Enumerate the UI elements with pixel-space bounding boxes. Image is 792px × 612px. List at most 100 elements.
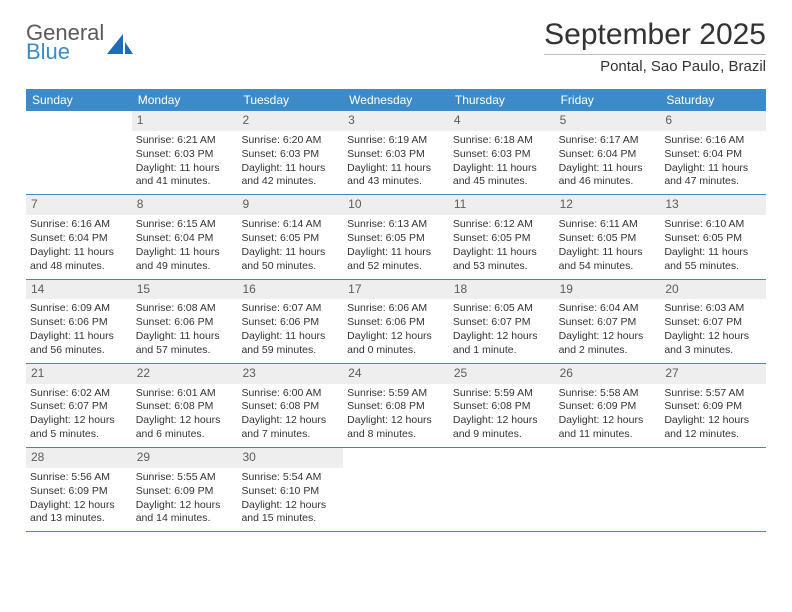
daylight-line: Daylight: 11 hours and 56 minutes. — [30, 330, 128, 358]
sunset-line: Sunset: 6:04 PM — [136, 232, 234, 246]
calendar-cell: 5Sunrise: 6:17 AMSunset: 6:04 PMDaylight… — [555, 111, 661, 194]
calendar-cell: 6Sunrise: 6:16 AMSunset: 6:04 PMDaylight… — [660, 111, 766, 194]
sunrise-line: Sunrise: 6:16 AM — [664, 134, 762, 148]
sunrise-line: Sunrise: 6:00 AM — [241, 387, 339, 401]
day-number: 16 — [237, 280, 343, 300]
sunset-line: Sunset: 6:07 PM — [30, 400, 128, 414]
calendar-cell: 26Sunrise: 5:58 AMSunset: 6:09 PMDayligh… — [555, 364, 661, 447]
day-number: 15 — [132, 280, 238, 300]
sunset-line: Sunset: 6:07 PM — [664, 316, 762, 330]
sunrise-line: Sunrise: 6:15 AM — [136, 218, 234, 232]
sunset-line: Sunset: 6:05 PM — [453, 232, 551, 246]
month-title: September 2025 — [544, 18, 766, 55]
calendar-week: 21Sunrise: 6:02 AMSunset: 6:07 PMDayligh… — [26, 364, 766, 448]
calendar-cell: 22Sunrise: 6:01 AMSunset: 6:08 PMDayligh… — [132, 364, 238, 447]
day-of-week: Wednesday — [343, 89, 449, 111]
sunset-line: Sunset: 6:08 PM — [136, 400, 234, 414]
sunrise-line: Sunrise: 6:14 AM — [241, 218, 339, 232]
day-of-week: Friday — [555, 89, 661, 111]
sunrise-line: Sunrise: 6:05 AM — [453, 302, 551, 316]
sunrise-line: Sunrise: 6:18 AM — [453, 134, 551, 148]
sunset-line: Sunset: 6:05 PM — [559, 232, 657, 246]
calendar-page: General Blue September 2025 Pontal, Sao … — [0, 0, 792, 532]
sunset-line: Sunset: 6:05 PM — [347, 232, 445, 246]
sunset-line: Sunset: 6:09 PM — [136, 485, 234, 499]
sunrise-line: Sunrise: 6:03 AM — [664, 302, 762, 316]
calendar-cell: 30Sunrise: 5:54 AMSunset: 6:10 PMDayligh… — [237, 448, 343, 531]
day-number: 24 — [343, 364, 449, 384]
sunset-line: Sunset: 6:04 PM — [664, 148, 762, 162]
sunrise-line: Sunrise: 6:16 AM — [30, 218, 128, 232]
sunrise-line: Sunrise: 6:21 AM — [136, 134, 234, 148]
calendar-cell: 8Sunrise: 6:15 AMSunset: 6:04 PMDaylight… — [132, 195, 238, 278]
day-number: 3 — [343, 111, 449, 131]
sunrise-line: Sunrise: 6:17 AM — [559, 134, 657, 148]
daylight-line: Daylight: 12 hours and 0 minutes. — [347, 330, 445, 358]
sunrise-line: Sunrise: 5:54 AM — [241, 471, 339, 485]
calendar-cell: 20 Sunrise: 6:03 AMSunset: 6:07 PMDayligh… — [660, 280, 766, 363]
day-number: 6 — [660, 111, 766, 131]
calendar-cell-empty — [660, 448, 766, 531]
sunrise-line: Sunrise: 6:20 AM — [241, 134, 339, 148]
daylight-line: Daylight: 12 hours and 15 minutes. — [241, 499, 339, 527]
sunrise-line: Sunrise: 5:57 AM — [664, 387, 762, 401]
day-number: 20 — [660, 280, 766, 300]
sunset-line: Sunset: 6:06 PM — [241, 316, 339, 330]
calendar-cell: 14Sunrise: 6:09 AMSunset: 6:06 PMDayligh… — [26, 280, 132, 363]
calendar-body: 1Sunrise: 6:21 AMSunset: 6:03 PMDaylight… — [26, 111, 766, 532]
day-number: 29 — [132, 448, 238, 468]
daylight-line: Daylight: 12 hours and 13 minutes. — [30, 499, 128, 527]
daylight-line: Daylight: 12 hours and 3 minutes. — [664, 330, 762, 358]
sunset-line: Sunset: 6:10 PM — [241, 485, 339, 499]
sunset-line: Sunset: 6:09 PM — [30, 485, 128, 499]
calendar-cell: 27Sunrise: 5:57 AMSunset: 6:09 PMDayligh… — [660, 364, 766, 447]
calendar-cell: 12Sunrise: 6:11 AMSunset: 6:05 PMDayligh… — [555, 195, 661, 278]
daylight-line: Daylight: 11 hours and 52 minutes. — [347, 246, 445, 274]
sunrise-line: Sunrise: 6:08 AM — [136, 302, 234, 316]
sunrise-line: Sunrise: 6:07 AM — [241, 302, 339, 316]
sunset-line: Sunset: 6:08 PM — [241, 400, 339, 414]
sunrise-line: Sunrise: 5:56 AM — [30, 471, 128, 485]
day-number: 11 — [449, 195, 555, 215]
sunset-line: Sunset: 6:09 PM — [559, 400, 657, 414]
calendar-cell: 3Sunrise: 6:19 AMSunset: 6:03 PMDaylight… — [343, 111, 449, 194]
day-number: 18 — [449, 280, 555, 300]
location: Pontal, Sao Paulo, Brazil — [544, 58, 766, 75]
day-number: 14 — [26, 280, 132, 300]
sunset-line: Sunset: 6:06 PM — [30, 316, 128, 330]
day-number: 22 — [132, 364, 238, 384]
sunrise-line: Sunrise: 5:59 AM — [453, 387, 551, 401]
calendar-cell: 13Sunrise: 6:10 AMSunset: 6:05 PMDayligh… — [660, 195, 766, 278]
daylight-line: Daylight: 12 hours and 11 minutes. — [559, 414, 657, 442]
sunset-line: Sunset: 6:03 PM — [453, 148, 551, 162]
daylight-line: Daylight: 12 hours and 12 minutes. — [664, 414, 762, 442]
logo: General Blue — [26, 18, 133, 63]
calendar-cell: 17Sunrise: 6:06 AMSunset: 6:06 PMDayligh… — [343, 280, 449, 363]
day-number: 26 — [555, 364, 661, 384]
day-number: 28 — [26, 448, 132, 468]
day-number: 10 — [343, 195, 449, 215]
calendar: SundayMondayTuesdayWednesdayThursdayFrid… — [26, 89, 766, 532]
daylight-line: Daylight: 11 hours and 57 minutes. — [136, 330, 234, 358]
daylight-line: Daylight: 11 hours and 43 minutes. — [347, 162, 445, 190]
day-of-week: Monday — [132, 89, 238, 111]
day-of-week: Thursday — [449, 89, 555, 111]
daylight-line: Daylight: 12 hours and 5 minutes. — [30, 414, 128, 442]
sunrise-line: Sunrise: 6:11 AM — [559, 218, 657, 232]
calendar-week: 1Sunrise: 6:21 AMSunset: 6:03 PMDaylight… — [26, 111, 766, 195]
daylight-line: Daylight: 12 hours and 7 minutes. — [241, 414, 339, 442]
sunrise-line: Sunrise: 6:02 AM — [30, 387, 128, 401]
calendar-cell: 19Sunrise: 6:04 AMSunset: 6:07 PMDayligh… — [555, 280, 661, 363]
calendar-cell: 4Sunrise: 6:18 AMSunset: 6:03 PMDaylight… — [449, 111, 555, 194]
title-block: September 2025 Pontal, Sao Paulo, Brazil — [544, 18, 766, 75]
sunrise-line: Sunrise: 6:12 AM — [453, 218, 551, 232]
sunrise-line: Sunrise: 6:04 AM — [559, 302, 657, 316]
logo-sail-icon — [107, 32, 133, 56]
daylight-line: Daylight: 12 hours and 1 minute. — [453, 330, 551, 358]
day-number: 4 — [449, 111, 555, 131]
day-number: 2 — [237, 111, 343, 131]
calendar-cell: 1Sunrise: 6:21 AMSunset: 6:03 PMDaylight… — [132, 111, 238, 194]
day-number: 27 — [660, 364, 766, 384]
daylight-line: Daylight: 11 hours and 53 minutes. — [453, 246, 551, 274]
daylight-line: Daylight: 11 hours and 59 minutes. — [241, 330, 339, 358]
